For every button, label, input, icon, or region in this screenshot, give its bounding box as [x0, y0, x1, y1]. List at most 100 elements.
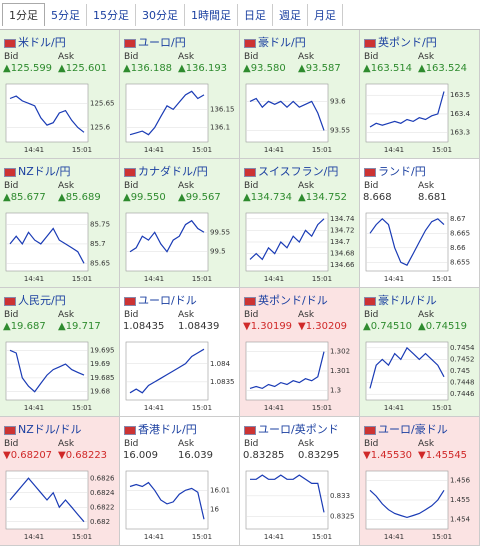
plot-area	[365, 212, 449, 272]
bid-value: 8.668	[363, 192, 392, 203]
currency-panel[interactable]: 英ポンド/ドル Bid Ask ▼1.30199 ▼1.30209 1.302 1.301 1…	[240, 288, 360, 417]
currency-panel[interactable]: 豪ドル/円 Bid Ask ▲93.580 ▲93.587 93.6 93.55 14:41 1…	[240, 30, 360, 159]
bid-label: Bid	[4, 310, 19, 320]
x-tick-label: 14:41	[384, 146, 404, 154]
bid-label: Bid	[364, 310, 379, 320]
currency-panel[interactable]: ユーロ/英ポンド Bid Ask 0.83285 0.83295 0.833 0.8325 1…	[240, 417, 360, 546]
currency-panel[interactable]: NZドル/円 Bid Ask ▲85.677 ▲85.689 85.75 85.7 85.65…	[0, 159, 120, 288]
price-line	[369, 217, 445, 266]
currency-panel[interactable]: スイスフラン/円 Bid Ask ▲134.734 ▲134.752 134.74 134.…	[240, 159, 360, 288]
y-tick-label: 134.66	[330, 261, 355, 269]
x-tick-label: 14:41	[384, 275, 404, 283]
pair-label: ユーロ/豪ドル	[378, 423, 448, 436]
y-tick-label: 0.7446	[450, 390, 475, 398]
ask-value: ▲85.689	[58, 192, 101, 203]
pair-label: 豪ドル/円	[258, 36, 306, 49]
x-tick-label: 15:01	[192, 533, 212, 541]
pair-label: 英ポンド/ドル	[258, 294, 328, 307]
y-tick-label: 1.302	[330, 348, 350, 356]
x-tick-label: 14:41	[144, 275, 164, 283]
bid-value: ▲0.74510	[363, 321, 413, 332]
x-tick-label: 15:01	[432, 146, 452, 154]
y-tick-label: 0.7454	[450, 344, 475, 352]
mini-chart: 134.74 134.72 134.7 134.68 134.66 14:41 15:01	[245, 212, 355, 283]
pair-label: スイスフラン/円	[258, 165, 339, 178]
currency-panel[interactable]: 英ポンド/円 Bid Ask ▲163.514 ▲163.524 163.5 163.4 16…	[360, 30, 480, 159]
y-tick-label: 136.1	[210, 124, 230, 132]
mini-chart: 16.01 16 14:41 15:01	[125, 470, 230, 541]
price-line	[9, 477, 85, 523]
tab[interactable]: 週足	[273, 3, 308, 26]
y-tick-label: 8.67	[450, 215, 466, 223]
y-tick-label: 1.084	[210, 360, 231, 368]
bid-label: Bid	[364, 181, 379, 191]
bid-label: Bid	[364, 52, 379, 62]
x-tick-label: 15:01	[312, 533, 332, 541]
tab[interactable]: 1分足	[2, 3, 45, 26]
currency-panel[interactable]: カナダドル/円 Bid Ask ▲99.550 ▲99.567 99.55 99.5 14:4…	[120, 159, 240, 288]
pair-name: カナダドル/円	[124, 163, 208, 179]
y-tick-label: 85.7	[90, 240, 106, 248]
plot-area	[245, 470, 329, 530]
mini-chart: 93.6 93.55 14:41 15:01	[245, 83, 350, 154]
tab[interactable]: 15分足	[87, 3, 136, 26]
pair-name: NZドル/ドル	[4, 421, 81, 437]
x-tick-label: 15:01	[312, 146, 332, 154]
currency-panel[interactable]: ユーロ/ドル Bid Ask 1.08435 1.08439 1.084 1.0835 14:…	[120, 288, 240, 417]
currency-panel[interactable]: ランド/円 Bid Ask 8.668 8.681 8.67 8.665 8.66 8.655 1…	[360, 159, 480, 288]
x-tick-label: 14:41	[144, 146, 164, 154]
currency-panel[interactable]: 豪ドル/ドル Bid Ask ▲0.74510 ▲0.74519 0.7454 0.7452…	[360, 288, 480, 417]
pair-name: ユーロ/英ポンド	[244, 421, 339, 437]
flag-icon	[244, 425, 256, 435]
ask-value: 16.039	[178, 450, 213, 461]
y-tick-label: 1.3	[330, 386, 341, 394]
bid-label: Bid	[244, 310, 259, 320]
x-tick-label: 15:01	[72, 146, 92, 154]
currency-panel[interactable]: NZドル/ドル Bid Ask ▼0.68207 ▼0.68223 0.6826 0.682…	[0, 417, 120, 546]
x-tick-label: 15:01	[432, 275, 452, 283]
ask-label: Ask	[178, 439, 195, 449]
tab[interactable]: 月足	[308, 3, 343, 26]
ask-label: Ask	[298, 52, 315, 62]
currency-panel[interactable]: 人民元/円 Bid Ask ▲19.687 ▲19.717 19.695 19.69 19.6…	[0, 288, 120, 417]
plot-area	[5, 212, 89, 272]
bid-label: Bid	[124, 439, 139, 449]
y-tick-label: 125.65	[90, 99, 115, 107]
tab[interactable]: 日足	[238, 3, 273, 26]
mini-chart: 8.67 8.665 8.66 8.655 14:41 15:01	[365, 212, 470, 283]
pair-name: ユーロ/ドル	[124, 292, 197, 308]
flag-icon	[364, 425, 376, 435]
bid-value: 1.08435	[123, 321, 165, 332]
currency-panel[interactable]: ユーロ/円 Bid Ask ▲136.188 ▲136.193 136.15 136.1 14…	[120, 30, 240, 159]
ask-label: Ask	[298, 439, 315, 449]
price-line	[249, 218, 325, 261]
ask-value: ▲99.567	[178, 192, 221, 203]
x-tick-label: 15:01	[192, 146, 212, 154]
y-tick-label: 1.0835	[210, 378, 235, 386]
ask-label: Ask	[298, 310, 315, 320]
y-tick-label: 0.7448	[450, 379, 475, 387]
flag-icon	[124, 425, 136, 435]
bid-value: ▲125.599	[3, 63, 53, 74]
flag-icon	[124, 167, 136, 177]
plot-area	[245, 83, 329, 143]
currency-panel[interactable]: 香港ドル/円 Bid Ask 16.009 16.039 16.01 16 14:41 15:0…	[120, 417, 240, 546]
mini-chart: 1.302 1.301 1.3 14:41 15:01	[245, 341, 350, 412]
currency-panel[interactable]: 米ドル/円 Bid Ask ▲125.599 ▲125.601 125.65 125.6 14…	[0, 30, 120, 159]
ask-label: Ask	[418, 52, 435, 62]
price-line	[369, 489, 445, 519]
ask-label: Ask	[58, 181, 75, 191]
tab[interactable]: 30分足	[136, 3, 185, 26]
ask-value: ▲0.74519	[418, 321, 468, 332]
tab[interactable]: 5分足	[45, 3, 87, 26]
x-tick-label: 15:01	[72, 404, 92, 412]
y-tick-label: 163.4	[450, 110, 471, 118]
tab[interactable]: 1時間足	[185, 3, 238, 26]
ask-label: Ask	[58, 439, 75, 449]
plot-area	[5, 83, 89, 143]
pair-label: カナダドル/円	[138, 165, 208, 178]
currency-panel[interactable]: ユーロ/豪ドル Bid Ask ▼1.45530 ▼1.45545 1.456 1.455 1…	[360, 417, 480, 546]
bid-label: Bid	[124, 310, 139, 320]
bid-value: ▲85.677	[3, 192, 46, 203]
